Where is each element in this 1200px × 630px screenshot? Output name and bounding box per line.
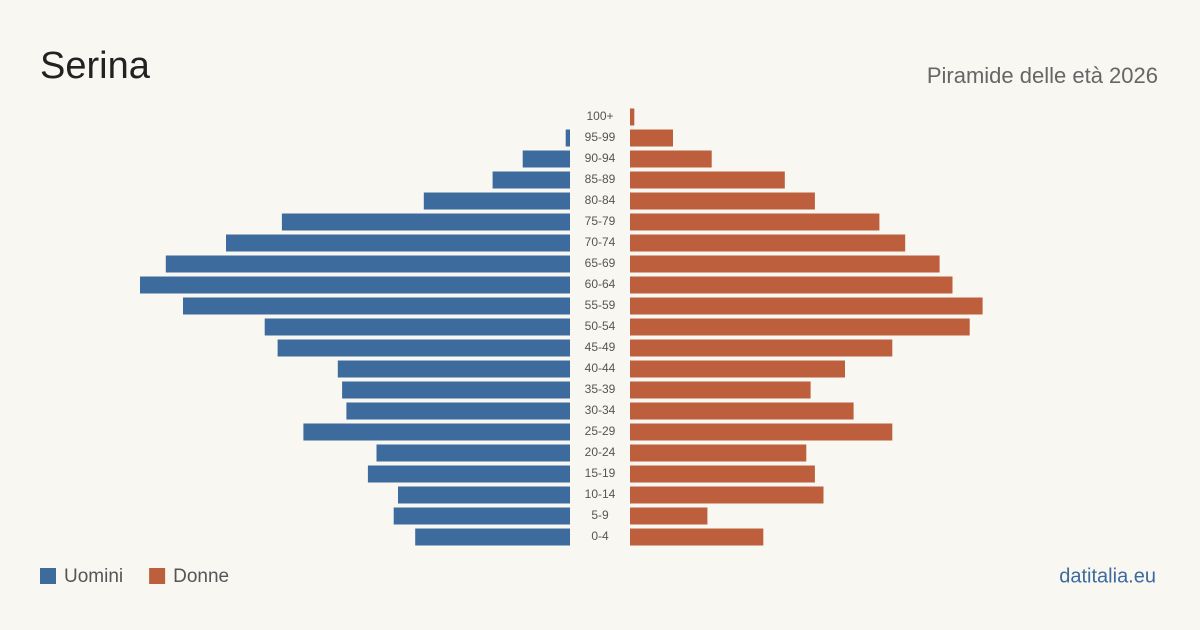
bar [630, 339, 893, 357]
bar [367, 465, 570, 483]
bar [630, 234, 906, 252]
age-label: 90-94 [585, 151, 616, 165]
bar [277, 339, 570, 357]
chart-title: Serina [40, 45, 151, 87]
bar [630, 150, 712, 168]
bar [630, 171, 785, 189]
bar [630, 213, 880, 231]
bar [630, 297, 983, 315]
age-label: 30-34 [585, 403, 616, 417]
age-label: 20-24 [585, 445, 616, 459]
bar [630, 465, 815, 483]
bar [226, 234, 570, 252]
bar [630, 318, 970, 336]
age-label: 85-89 [585, 172, 616, 186]
age-label: 80-84 [585, 193, 616, 207]
age-label: 25-29 [585, 424, 616, 438]
bar [165, 255, 571, 273]
source: datitalia.eu [1059, 565, 1156, 587]
age-label: 0-4 [591, 529, 609, 543]
age-label: 40-44 [585, 361, 616, 375]
bar [337, 360, 570, 378]
bar [630, 108, 635, 126]
bar [630, 402, 854, 420]
bar [264, 318, 570, 336]
bar [630, 192, 815, 210]
age-label: 15-19 [585, 466, 616, 480]
legend-label: Donne [173, 566, 229, 587]
age-label: 60-64 [585, 277, 616, 291]
age-label: 50-54 [585, 319, 616, 333]
bar [630, 423, 893, 441]
age-label: 70-74 [585, 235, 616, 249]
age-label: 45-49 [585, 340, 616, 354]
age-label: 75-79 [585, 214, 616, 228]
bar [376, 444, 570, 462]
bar [492, 171, 570, 189]
bar [630, 486, 824, 504]
bar [522, 150, 570, 168]
bar [630, 360, 845, 378]
age-label: 5-9 [591, 508, 609, 522]
legend-swatch [40, 568, 56, 584]
bar [140, 276, 570, 294]
bar [342, 381, 570, 399]
bar [630, 276, 953, 294]
bar [415, 528, 570, 546]
age-label: 35-39 [585, 382, 616, 396]
legend-swatch [149, 568, 166, 584]
bar [565, 129, 570, 147]
age-label: 65-69 [585, 256, 616, 270]
chart-subtitle: Piramide delle età 2026 [927, 63, 1158, 88]
age-label: 10-14 [585, 487, 616, 501]
bar [303, 423, 570, 441]
age-label: 100+ [586, 109, 613, 123]
bar [630, 528, 764, 546]
bar [423, 192, 570, 210]
age-label: 55-59 [585, 298, 616, 312]
bar [630, 444, 807, 462]
bar [346, 402, 570, 420]
bar [393, 507, 570, 525]
bar [630, 507, 708, 525]
bar [630, 255, 940, 273]
bar [630, 129, 673, 147]
bar [398, 486, 570, 504]
bar [183, 297, 570, 315]
bar [630, 381, 811, 399]
legend-label: Uomini [64, 566, 123, 587]
bar [281, 213, 570, 231]
age-label: 95-99 [585, 130, 616, 144]
